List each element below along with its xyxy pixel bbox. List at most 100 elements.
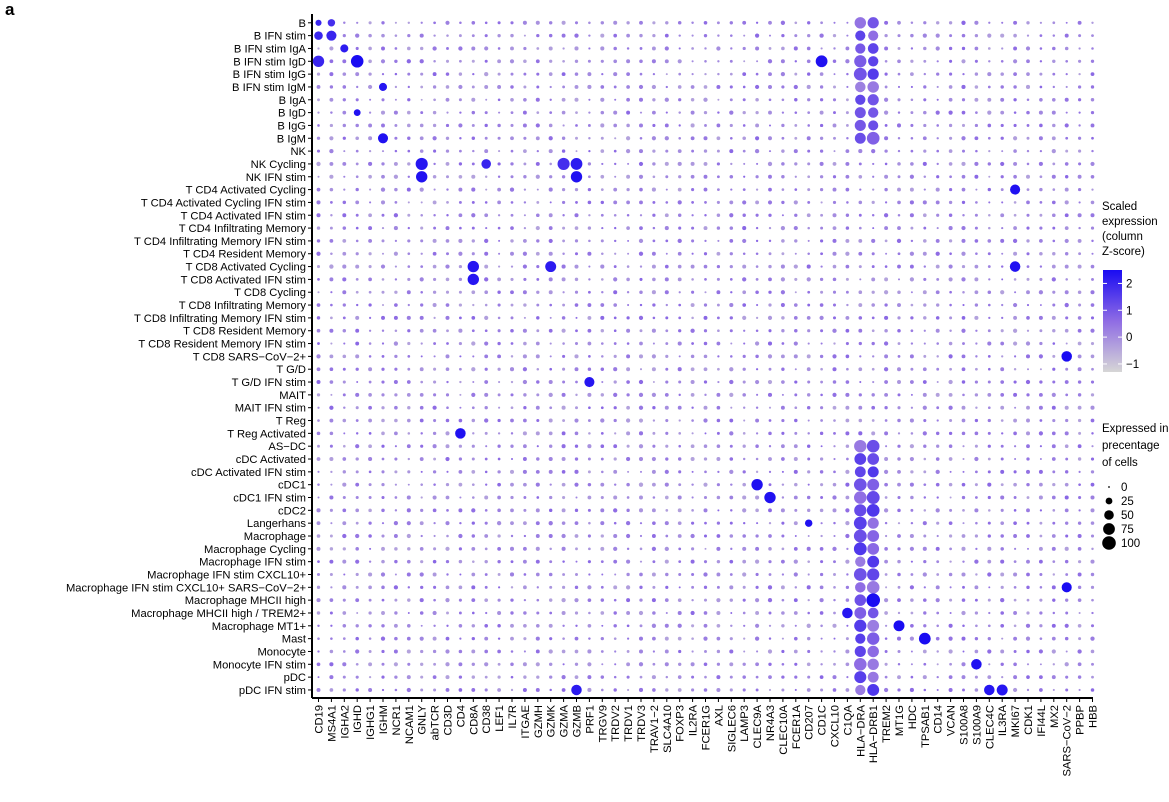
dot-b-iga-s100a8 bbox=[961, 98, 966, 102]
dot-t-cd4-activated-ifn-stim-axl bbox=[716, 213, 721, 217]
dot-cdc-activated-ifn-stim-il7r bbox=[509, 469, 515, 474]
dot-cdc-activated-ifn-stim-il3ra bbox=[1000, 469, 1005, 474]
dot-macrophage-mhcii-high-foxp3 bbox=[677, 598, 682, 602]
dot-t-cd8-infiltrating-memory-ifn-stim-il7r bbox=[510, 316, 514, 320]
dot-nk-cycling-prf1 bbox=[587, 162, 592, 166]
dot-b-ifn-stim-igd-foxp3 bbox=[677, 59, 682, 64]
dot-b-ifn-stim-igm-ppbp bbox=[1077, 85, 1082, 89]
dot-mait-ifn-stim-cd14 bbox=[936, 406, 940, 410]
dot-macrophage-mhcii-high-gnly bbox=[419, 598, 424, 603]
dot-b-ifn-stim-iga-itgae bbox=[523, 46, 527, 51]
dot-t-g-d-ifn-stim-cd207 bbox=[807, 380, 811, 384]
dot-t-cd4-activated-cycling-foxp3 bbox=[677, 187, 682, 192]
dot-t-reg-trem2 bbox=[884, 419, 888, 422]
dot-mait-fcer1a bbox=[794, 393, 798, 397]
dot-macrophage-mhcii-high-trem2-cd207 bbox=[807, 611, 810, 615]
dot-b-ifn-stim-iga-trdv1 bbox=[626, 47, 630, 50]
dot-t-cd8-sars-cov-2-nr4a3 bbox=[767, 354, 773, 359]
dot-t-cd4-activated-ifn-stim-cd8a bbox=[471, 213, 476, 218]
dot-cdc-activated-ifn-stim-igha2 bbox=[342, 470, 346, 474]
dot-nk-hla-drb1 bbox=[871, 148, 876, 154]
dot-t-cd8-cycling-abtcr bbox=[432, 290, 437, 294]
dot-macrophage-ncr1 bbox=[393, 534, 398, 538]
dot-b-ifn-stim-igd-ighm bbox=[380, 59, 386, 64]
dot-macrophage-mhcii-high-cd19 bbox=[316, 598, 321, 603]
dot-macrophage-mhcii-high-mx2 bbox=[1052, 598, 1056, 602]
dot-as-dc-ifi44l bbox=[1039, 445, 1042, 448]
dot-t-g-d-ppbp bbox=[1077, 367, 1082, 372]
dot-macrophage-cycling-gzma bbox=[561, 546, 566, 551]
dot-monocyte-ifn-stim-fcer1a bbox=[794, 662, 798, 666]
dot-b-il7r bbox=[510, 21, 514, 25]
dot-monocyte-gzmb bbox=[574, 649, 579, 654]
dot-t-cd4-activated-ifn-stim-cd4 bbox=[458, 213, 463, 218]
dot-t-reg-clec9a bbox=[755, 418, 760, 423]
dot-b-igg-fcer1a bbox=[794, 124, 798, 127]
dot-pdc-ifn-stim-trdv3 bbox=[638, 687, 644, 693]
dot-b-igd-axl bbox=[717, 111, 720, 114]
dot-pdc-ifn-stim-cd1c bbox=[820, 688, 824, 692]
dot-nk-ifn-stim-trav1-2 bbox=[652, 175, 656, 179]
dot-t-cd8-resident-memory-nr4a3 bbox=[768, 329, 772, 333]
dot-macrophage-mt1-cd4 bbox=[458, 624, 463, 628]
dot-pdc-mt1g bbox=[897, 675, 901, 680]
dot-nk-ifn-stim-ncam1 bbox=[407, 175, 410, 178]
dot-t-cd4-activated-ifn-stim-cd1c bbox=[820, 213, 824, 217]
dot-langerhans-cd4 bbox=[459, 521, 462, 525]
dot-macrophage-mhcii-high-trem2-cd4 bbox=[458, 611, 462, 615]
dot-mait-ifn-stim-cd3d bbox=[446, 406, 449, 410]
dot-t-cd8-resident-memory-ifn-stim-vcan bbox=[948, 341, 953, 346]
dot-mast-ncr1 bbox=[394, 636, 398, 641]
dot-t-cd4-activated-ifn-stim-gzmh bbox=[535, 213, 540, 218]
dot-b-ifn-stim-igg-hbb bbox=[1090, 72, 1095, 77]
dot-mait-il7r bbox=[510, 393, 514, 397]
dot-macrophage-mt1-cd207 bbox=[806, 623, 811, 628]
dot-mast-gzmb bbox=[574, 636, 579, 641]
dot-b-hbb bbox=[1091, 21, 1094, 24]
dot-t-reg-ms4a1 bbox=[329, 418, 334, 423]
dot-t-cd8-infiltrating-memory-ifn-stim-gzmk bbox=[549, 316, 552, 319]
dot-cdc1-ifn-stim-il3ra bbox=[1000, 495, 1005, 500]
dot-t-cd8-resident-memory-axl bbox=[717, 329, 720, 333]
dot-macrophage-mt1-mki67 bbox=[1013, 624, 1017, 628]
dot-as-dc-nr4a3 bbox=[768, 445, 772, 448]
dot-b-iga-cd1c bbox=[819, 98, 824, 102]
dot-t-cd4-infiltrating-memory-ighd bbox=[355, 226, 359, 230]
dot-pdc-gzmh bbox=[536, 675, 540, 679]
dot-as-dc-gzmh bbox=[536, 445, 539, 448]
dot-pdc-cd38 bbox=[484, 675, 488, 679]
dot-macrophage-il7r bbox=[510, 534, 514, 538]
dot-macrophage-mt1-cd3d bbox=[446, 624, 449, 627]
dot-t-cd4-activated-ifn-stim-foxp3 bbox=[677, 213, 682, 217]
dot-t-cd4-activated-ifn-stim-slc4a10 bbox=[664, 213, 669, 218]
dot-b-igd-foxp3 bbox=[678, 111, 681, 114]
dot-cdc-activated-sars-cov-2 bbox=[1065, 457, 1069, 461]
dot-t-cd8-resident-memory-vcan bbox=[949, 329, 952, 332]
dot-t-cd8-activated-cycling-itgae bbox=[522, 264, 527, 269]
dot-macrophage-ifn-stim-cxcl10-cd207 bbox=[807, 573, 810, 576]
dot-cdc1-foxp3 bbox=[678, 483, 682, 487]
dot-b-ighd bbox=[356, 21, 359, 24]
dot-b-cd3d bbox=[445, 20, 450, 25]
dot-langerhans-c1qa bbox=[845, 521, 850, 526]
dot-macrophage-ifn-stim-cxcl10-sars-cov-2-mt1g bbox=[897, 585, 901, 589]
dot-macrophage-mhcii-high-trem2-prf1 bbox=[588, 611, 591, 615]
dot-pdc-ifn-stim-ighg1 bbox=[368, 687, 373, 692]
dot-t-reg-itgae bbox=[523, 418, 527, 423]
dot-b-ifn-stim-iga-s100a8 bbox=[961, 46, 966, 51]
dot-macrophage-ifn-stim-mki67 bbox=[1013, 560, 1017, 564]
dot-t-cd8-activated-cycling-prf1 bbox=[588, 265, 591, 268]
dot-pdc-ifn-stim-trav1-2 bbox=[652, 688, 656, 692]
dot-t-cd4-infiltrating-memory-ifn-stim-vcan bbox=[948, 239, 953, 243]
dot-pdc-ifn-stim-foxp3 bbox=[677, 688, 682, 692]
dot-t-g-d-trdv3 bbox=[639, 368, 643, 371]
dot-t-cd4-activated-cycling-mx2 bbox=[1052, 188, 1056, 191]
dot-t-cd4-resident-memory-itgae bbox=[522, 251, 527, 256]
dot-t-reg-activated-gzmh bbox=[535, 431, 540, 436]
dot-b-igd-ncam1 bbox=[406, 110, 411, 115]
dot-b-ifn-stim-igg-cd207 bbox=[807, 72, 811, 76]
dot-t-cd4-activated-cycling-gnly bbox=[419, 187, 424, 192]
dot-macrophage-ifn-stim-gzmb bbox=[575, 560, 578, 563]
dot-b-igg-gzmk bbox=[548, 123, 553, 128]
dot-b-igm-fcer1a bbox=[794, 136, 798, 140]
